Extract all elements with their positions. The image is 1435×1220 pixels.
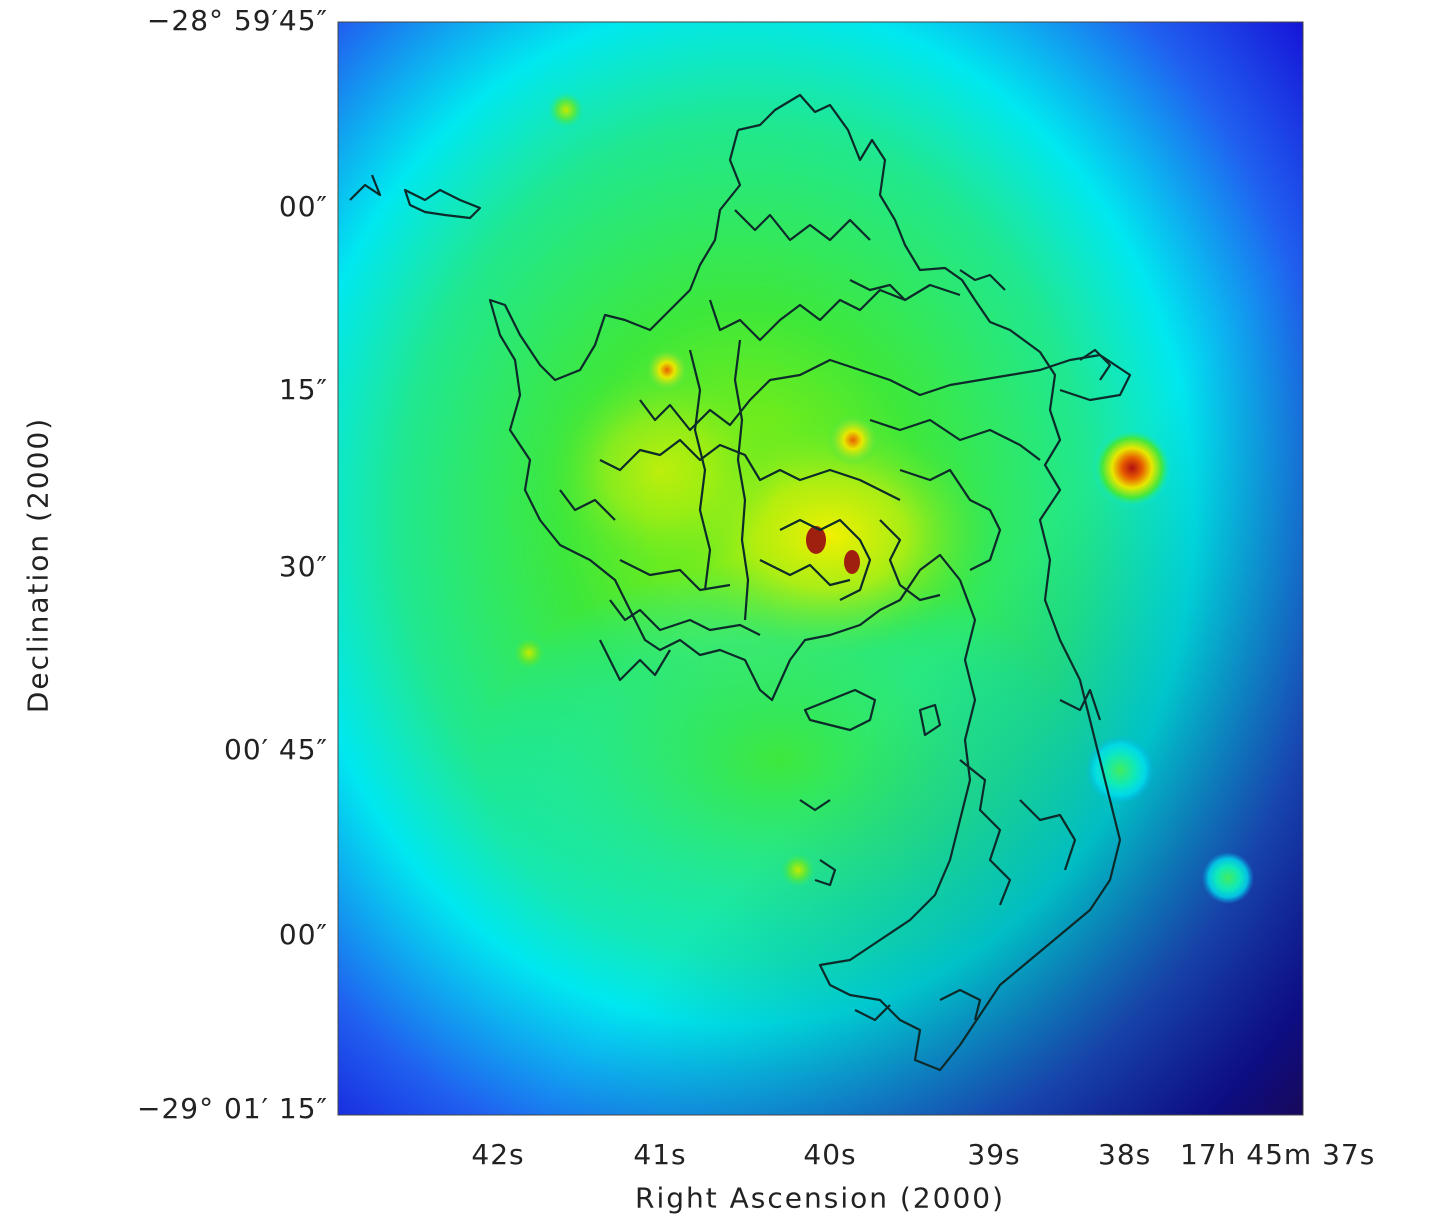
x-tick-label: 41s: [633, 1138, 687, 1171]
point-source: [1092, 428, 1172, 508]
point-source: [645, 348, 689, 392]
point-source: [1202, 852, 1254, 904]
point-source: [548, 92, 584, 128]
corner-shade: [338, 22, 1303, 1115]
point-source: [780, 852, 816, 888]
x-tick-label: 39s: [967, 1138, 1021, 1171]
y-axis-title: Declination (2000): [21, 416, 55, 714]
y-tick-label: 00″: [278, 190, 328, 223]
x-tick-label: 40s: [803, 1138, 857, 1171]
x-tick-label: 38s: [1098, 1138, 1152, 1171]
point-source: [1086, 736, 1154, 804]
y-tick-label: 15″: [278, 373, 328, 406]
y-tick-label: 00′ 45″: [224, 733, 328, 766]
point-source: [827, 414, 879, 466]
x-tick-label: 17h 45m 37s: [1180, 1138, 1376, 1171]
y-tick-label: −28° 59′45″: [146, 4, 328, 37]
radio-contours: [349, 93, 1132, 1072]
y-tick-label: −29° 01′ 15″: [137, 1092, 328, 1125]
point-source: [806, 526, 826, 554]
point-source: [511, 635, 547, 671]
point-source: [844, 550, 860, 574]
y-tick-label: 00″: [278, 918, 328, 951]
x-tick-label: 42s: [471, 1138, 525, 1171]
y-tick-label: 30″: [278, 550, 328, 583]
plot-frame: [337, 21, 1304, 1116]
x-axis-title: Right Ascension (2000): [635, 1181, 1005, 1215]
